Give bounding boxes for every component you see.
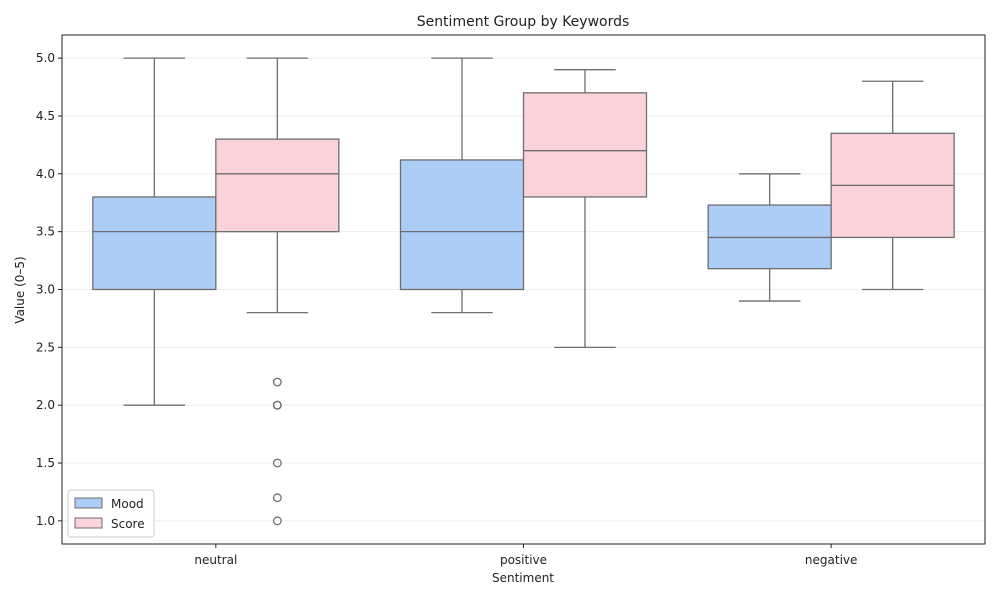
- outlier-point: [272, 400, 282, 410]
- box-mood-neutral: [92, 57, 217, 406]
- box-iqr: [215, 138, 340, 233]
- y-tick-label: 4.0: [36, 167, 55, 181]
- x-axis-label: Sentiment: [492, 571, 554, 585]
- box-mood-negative: [707, 173, 832, 302]
- outlier-point: [272, 458, 282, 468]
- box-iqr: [522, 92, 648, 198]
- box-score-positive: [522, 69, 648, 348]
- box-score-negative: [830, 80, 955, 291]
- y-tick-label: 3.0: [36, 283, 55, 297]
- chart-title: Sentiment Group by Keywords: [417, 14, 630, 30]
- legend-swatch-score: [74, 517, 103, 529]
- box-layer: [92, 57, 955, 526]
- x-tick-label: neutral: [194, 553, 237, 567]
- legend-swatch-mood: [74, 497, 103, 509]
- x-axis-ticks: neutral positive negative: [194, 544, 857, 567]
- y-tick-label: 2.5: [36, 340, 55, 354]
- box-mood-positive: [399, 57, 525, 314]
- legend-label-score: Score: [111, 517, 145, 531]
- box-iqr: [92, 196, 217, 291]
- y-axis-ticks: 1.0 1.5 2.0 2.5 3.0 3.5 4.0 4.5 5.0: [36, 51, 62, 528]
- y-tick-label: 3.5: [36, 225, 55, 239]
- y-tick-label: 4.5: [36, 109, 55, 123]
- y-tick-label: 5.0: [36, 51, 55, 65]
- y-tick-label: 1.0: [36, 514, 55, 528]
- y-tick-label: 1.5: [36, 456, 55, 470]
- legend-label-mood: Mood: [111, 497, 144, 511]
- y-axis-label: Value (0–5): [13, 256, 27, 323]
- outlier-point: [272, 493, 282, 503]
- y-tick-label: 2.0: [36, 398, 55, 412]
- x-tick-label: negative: [805, 553, 857, 567]
- outlier-point: [272, 516, 282, 526]
- box-iqr: [399, 159, 525, 291]
- legend: Mood Score: [67, 489, 155, 538]
- x-tick-label: positive: [500, 553, 547, 567]
- box-score-neutral: [215, 57, 340, 526]
- outlier-point: [272, 377, 282, 387]
